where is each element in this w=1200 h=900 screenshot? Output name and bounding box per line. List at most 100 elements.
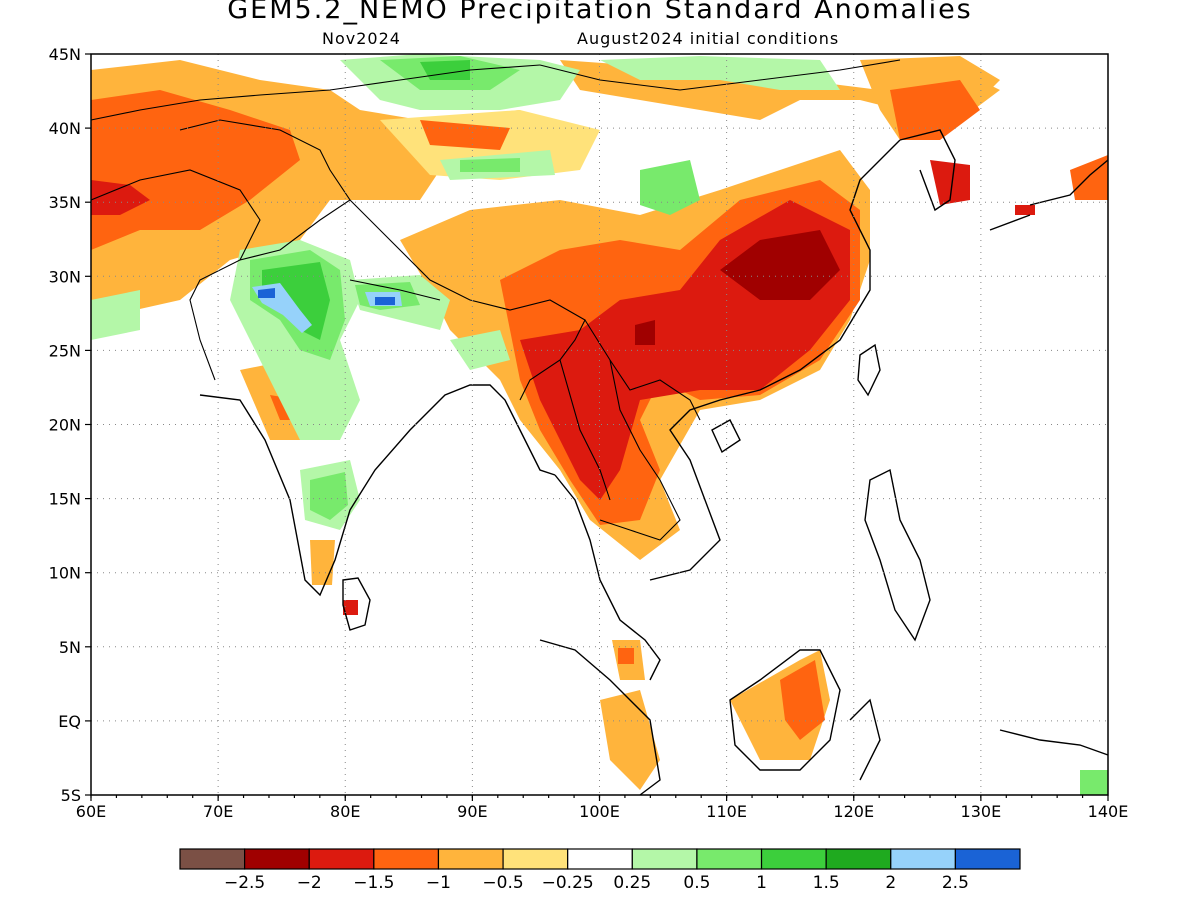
latitude-label: 35N	[49, 193, 81, 212]
latitude-label: 45N	[49, 45, 81, 64]
colorbar-swatch	[954, 848, 1021, 870]
colorbar-label: 0.5	[683, 873, 710, 893]
map-title: GEM5.2_NEMO Precipitation Standard Anoma…	[227, 0, 973, 25]
colorbar-swatch	[567, 848, 633, 870]
anomaly-region	[310, 540, 335, 585]
colorbar	[179, 848, 1021, 870]
longitude-label: 140E	[1088, 802, 1129, 821]
border-line	[349, 279, 441, 301]
colorbar-labels: −2.5 −2 −1.5 −1 −0.5 −0.25 0.25 0.5 1 1.5 2 2.5	[224, 873, 969, 893]
anomaly-region	[635, 320, 655, 345]
anomaly-region	[91, 180, 150, 215]
colorbar-swatch	[373, 848, 440, 870]
border-line	[539, 59, 901, 91]
longitude-label: 110E	[706, 802, 747, 821]
longitude-label: 100E	[579, 802, 620, 821]
anomaly-region	[460, 158, 520, 172]
longitude-label: 120E	[833, 802, 874, 821]
colorbar-swatch	[502, 848, 569, 870]
anomaly-region	[780, 660, 825, 740]
latitude-label: 40N	[49, 119, 81, 138]
anomaly-region	[450, 330, 510, 370]
anomaly-region	[600, 56, 840, 90]
border-line	[559, 359, 611, 501]
colorbar-swatch	[437, 848, 504, 870]
indochina-coastline	[554, 474, 661, 681]
latitude-label: 5N	[59, 638, 81, 657]
vietnam-coastline	[649, 139, 901, 581]
forecast-month: Nov2024	[322, 29, 401, 48]
anomaly-region	[258, 288, 275, 298]
colorbar-label: −2.5	[224, 873, 265, 893]
new-guinea-coastline	[999, 729, 1109, 756]
colorbar-swatch	[179, 848, 246, 870]
anomaly-region	[343, 600, 358, 615]
latitude-label: 30N	[49, 267, 81, 286]
longitude-label: 70E	[203, 802, 233, 821]
initial-conditions: August2024 initial conditions	[577, 29, 840, 48]
latitude-label: 20N	[49, 416, 81, 435]
latitude-label: EQ	[58, 712, 81, 731]
korea-coastline	[899, 129, 956, 212]
colorbar-label: −0.25	[542, 873, 594, 893]
latitude-labels: 45N 40N 35N 30N 25N 20N 15N 10N 5N EQ 5S	[49, 45, 81, 805]
colorbar-swatch	[631, 848, 698, 870]
colorbar-swatch	[825, 848, 892, 870]
border-line	[584, 319, 701, 421]
anomaly-region	[262, 262, 330, 340]
map-plot-area	[91, 54, 1108, 795]
anomaly-region	[890, 80, 980, 140]
anomaly-region	[640, 160, 700, 215]
longitude-label: 60E	[76, 802, 106, 821]
anomaly-region	[720, 230, 840, 300]
anomaly-fields	[91, 54, 1108, 795]
india-coastline	[199, 384, 556, 597]
axis-ticks	[85, 53, 1109, 801]
anomaly-region	[91, 290, 140, 340]
anomaly-region	[1070, 155, 1108, 200]
colorbar-label: 2.5	[942, 873, 969, 893]
longitude-label: 80E	[330, 802, 360, 821]
latitude-label: 10N	[49, 564, 81, 583]
taiwan-coastline	[857, 343, 881, 397]
border-line	[179, 119, 351, 261]
sumatra-coastline	[539, 639, 661, 796]
anomaly-region	[1015, 205, 1035, 215]
hainan-coastline	[711, 419, 741, 454]
colorbar-label: −1	[426, 873, 451, 893]
country-borders	[90, 59, 901, 541]
colorbar-label: 0.25	[613, 873, 651, 893]
longitude-labels: 60E 70E 80E 90E 100E 110E 120E 130E 140E	[76, 802, 1129, 821]
borneo-coastline	[729, 649, 841, 771]
border-line	[599, 359, 681, 541]
border-line	[349, 199, 586, 401]
japan-coastline	[989, 159, 1109, 231]
colorbar-label: 1	[756, 873, 767, 893]
latitude-label: 15N	[49, 490, 81, 509]
colorbar-swatch	[760, 848, 827, 870]
colorbar-label: 2	[885, 873, 896, 893]
coastlines	[199, 129, 1109, 796]
border-line	[90, 169, 261, 381]
anomaly-region	[930, 160, 970, 205]
longitude-label: 90E	[457, 802, 487, 821]
anomaly-region	[310, 472, 348, 520]
anomaly-region	[375, 297, 395, 305]
sulawesi-coastline	[849, 698, 881, 781]
colorbar-swatch	[244, 848, 310, 870]
philippines-coastline	[864, 468, 931, 642]
colorbar-label: 1.5	[813, 873, 840, 893]
anomaly-region	[618, 648, 634, 664]
anomaly-region	[1080, 770, 1108, 795]
colorbar-swatch	[890, 848, 956, 870]
border-line	[90, 64, 541, 121]
colorbar-swatch	[696, 848, 763, 870]
sri-lanka-coastline	[342, 577, 371, 631]
latitude-label: 25N	[49, 341, 81, 360]
anomaly-region	[91, 90, 300, 250]
colorbar-swatch	[308, 848, 375, 870]
longitude-label: 130E	[961, 802, 1002, 821]
colorbar-label: −0.5	[482, 873, 523, 893]
colorbar-label: −2	[297, 873, 322, 893]
